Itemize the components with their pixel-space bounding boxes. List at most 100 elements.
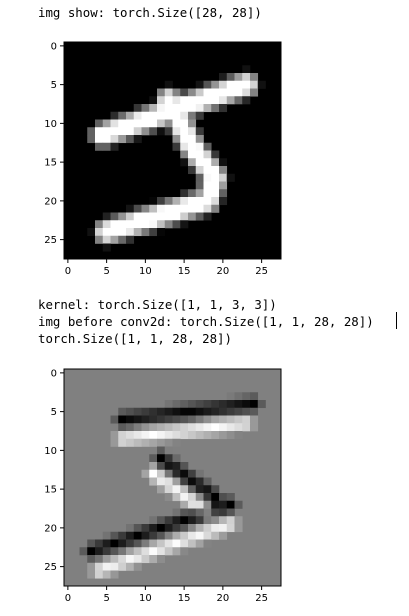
heatmap-cell xyxy=(234,80,243,89)
heatmap-cell xyxy=(188,508,197,517)
x-tick-label: 15 xyxy=(178,266,191,277)
heatmap-cell xyxy=(203,539,212,548)
heatmap-cell xyxy=(195,127,204,136)
heatmap-cell xyxy=(133,212,142,221)
heatmap-cell xyxy=(126,438,135,447)
heatmap-cell xyxy=(172,493,181,502)
x-tick-label: 5 xyxy=(103,593,109,604)
heatmap-cell xyxy=(110,235,119,244)
heatmap-cell xyxy=(188,96,197,105)
heatmap-cell xyxy=(211,423,220,432)
heatmap-cell xyxy=(211,500,220,509)
heatmap-cell xyxy=(203,88,212,97)
heatmap-cell xyxy=(157,485,166,494)
heatmap-cell xyxy=(95,547,104,556)
heatmap-cell xyxy=(250,392,259,401)
heatmap-cell xyxy=(219,197,228,206)
heatmap-cell xyxy=(211,516,220,525)
heatmap-cell xyxy=(195,104,204,113)
heatmap-cell xyxy=(164,407,173,416)
heatmap-cell xyxy=(87,228,96,237)
heatmap-cell xyxy=(195,135,204,144)
heatmap-cell xyxy=(211,204,220,213)
heatmap-cell xyxy=(126,127,135,136)
heatmap-cell xyxy=(133,220,142,229)
heatmap-cell xyxy=(211,197,220,206)
heatmap-cell xyxy=(172,547,181,556)
heatmap-cell xyxy=(149,220,158,229)
heatmap-cell xyxy=(157,516,166,525)
heatmap-cell xyxy=(157,119,166,128)
heatmap-cell xyxy=(126,119,135,128)
heatmap-cell xyxy=(172,423,181,432)
heatmap-cell xyxy=(219,158,228,167)
heatmap-cell xyxy=(211,508,220,517)
heatmap-cell xyxy=(203,204,212,213)
heatmap-cell xyxy=(157,220,166,229)
heatmap-cell xyxy=(242,96,251,105)
heatmap-cell xyxy=(95,570,104,579)
heatmap-cell xyxy=(118,111,127,120)
heatmap-cell xyxy=(242,415,251,424)
heatmap-cell xyxy=(234,400,243,409)
heatmap-cell xyxy=(211,407,220,416)
heatmap-cell xyxy=(226,400,235,409)
heatmap-cell xyxy=(234,423,243,432)
heatmap-cell xyxy=(141,531,150,540)
text-cursor xyxy=(396,312,397,329)
output-line-kernel: kernel: torch.Size([1, 1, 3, 3]) xyxy=(38,297,277,312)
heatmap-cell xyxy=(188,516,197,525)
heatmap-cell xyxy=(149,547,158,556)
heatmap-cell xyxy=(149,104,158,113)
heatmap-cell xyxy=(188,104,197,113)
heatmap-cell xyxy=(172,400,181,409)
heatmap-cell xyxy=(164,462,173,471)
heatmap-cell xyxy=(172,204,181,213)
x-tick-label: 0 xyxy=(65,266,71,277)
heatmap-cell xyxy=(149,531,158,540)
heatmap-cell xyxy=(126,431,135,440)
heatmap-cell xyxy=(203,531,212,540)
heatmap-cell xyxy=(118,423,127,432)
heatmap-cell xyxy=(164,212,173,221)
heatmap-cell xyxy=(172,142,181,151)
heatmap-cell xyxy=(188,539,197,548)
heatmap-cell xyxy=(149,111,158,120)
heatmap-cell xyxy=(242,407,251,416)
heatmap-cell xyxy=(141,407,150,416)
heatmap-cell xyxy=(102,228,111,237)
heatmap-cell xyxy=(110,135,119,144)
heatmap-cell xyxy=(126,204,135,213)
heatmap-cell xyxy=(195,80,204,89)
heatmap-cell xyxy=(188,158,197,167)
y-tick-label: 10 xyxy=(44,446,57,457)
heatmap-cell xyxy=(195,493,204,502)
heatmap-cell xyxy=(180,127,189,136)
heatmap-cell xyxy=(180,88,189,97)
heatmap-cell xyxy=(149,96,158,105)
heatmap-cell xyxy=(126,415,135,424)
heatmap-cell xyxy=(141,119,150,128)
heatmap-cell xyxy=(180,220,189,229)
heatmap-cell xyxy=(95,220,104,229)
axes-frame xyxy=(63,368,282,587)
heatmap-cell xyxy=(157,127,166,136)
y-tick-label: 25 xyxy=(44,235,57,246)
heatmap-cell xyxy=(195,500,204,509)
heatmap-cell xyxy=(172,407,181,416)
heatmap-cell xyxy=(87,547,96,556)
heatmap-cell xyxy=(164,197,173,206)
heatmap-cell xyxy=(79,547,88,556)
heatmap-cell xyxy=(219,524,228,533)
heatmap-cell xyxy=(164,127,173,136)
heatmap-cell xyxy=(141,204,150,213)
heatmap-cell xyxy=(95,562,104,571)
heatmap-cell xyxy=(164,516,173,525)
heatmap-cell xyxy=(180,142,189,151)
heatmap-cell xyxy=(195,524,204,533)
heatmap-cell xyxy=(164,204,173,213)
heatmap-cell xyxy=(157,477,166,486)
heatmap-cell xyxy=(164,438,173,447)
heatmap-cell xyxy=(118,119,127,128)
heatmap-cell xyxy=(250,423,259,432)
